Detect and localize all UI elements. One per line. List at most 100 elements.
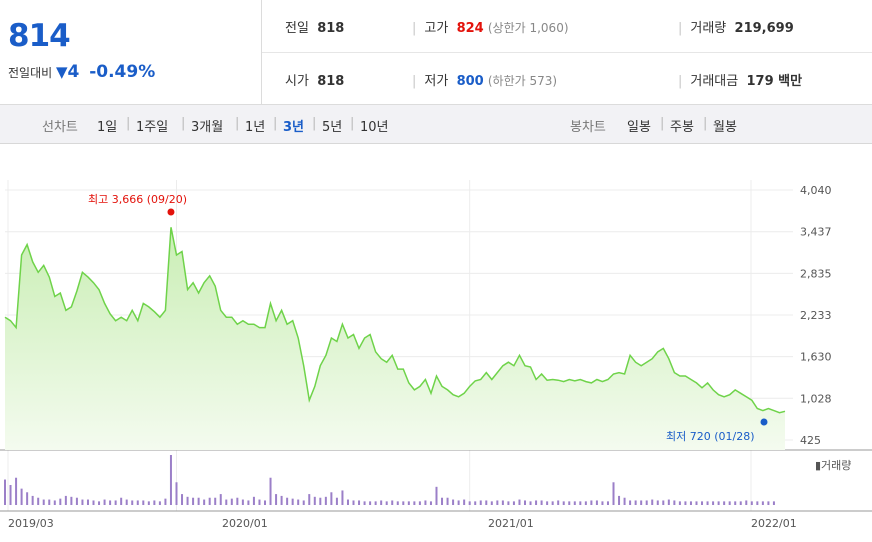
toolbar-divider: | [703, 116, 708, 131]
volume-bar [562, 501, 565, 505]
volume-bar [385, 501, 388, 505]
period-3y[interactable]: 3년 [283, 120, 305, 135]
volume-bar [98, 501, 101, 505]
volume-bar [241, 499, 244, 505]
volume-bar [441, 497, 444, 505]
volume-bar [324, 496, 327, 505]
volume-bar [501, 500, 504, 505]
volume-bar [247, 500, 250, 505]
volume-bar [352, 500, 355, 505]
volume-bar [479, 500, 482, 505]
volume-bar [258, 499, 261, 505]
volume-bar [612, 482, 615, 505]
period-1w[interactable]: 1주일 [136, 120, 169, 135]
amount-value: 179 백만 [746, 74, 803, 89]
volume-bar [335, 497, 338, 505]
change-percent: -0.49% [89, 62, 156, 82]
volume-bar [120, 497, 123, 505]
volume-bar [181, 494, 184, 505]
volume-bar [546, 501, 549, 505]
volume-bar [369, 501, 372, 505]
volume-bar [662, 500, 665, 505]
volume-bar [230, 498, 233, 505]
volume-bar [363, 501, 366, 505]
volume-bar [557, 500, 560, 505]
line-chart-label: 선차트 [42, 120, 78, 135]
volume-bar [147, 501, 150, 505]
volume-bar [490, 501, 493, 505]
chart-toolbar: 선차트 1일 | 1주일 | 3개월 | 1년 | 3년 | 5년 | 10년 … [0, 105, 872, 144]
period-1d[interactable]: 1일 [97, 120, 118, 135]
volume-bar [9, 485, 12, 505]
period-5y[interactable]: 5년 [322, 120, 343, 135]
price-chart: 4,040 3,437 2,835 2,233 1,630 1,028 425 2019/0… [0, 180, 872, 530]
volume-bar [756, 501, 759, 505]
trade-amount: | 거래대금 179 백만 [678, 74, 803, 89]
volume-bar [673, 500, 676, 505]
volume-bar [131, 500, 134, 505]
volume-bar [595, 500, 598, 505]
period-3m[interactable]: 3개월 [191, 120, 224, 135]
volume-bar [590, 500, 593, 505]
toolbar-divider: | [126, 116, 131, 131]
toolbar-divider: | [181, 116, 186, 131]
volume-bar [380, 500, 383, 505]
volume-bar [396, 501, 399, 505]
volume-value: 219,699 [734, 21, 794, 36]
volume-bar [186, 496, 189, 505]
period-10y[interactable]: 10년 [360, 120, 389, 135]
volume-bar [175, 482, 178, 505]
volume-bar [53, 500, 56, 505]
volume-bar [81, 499, 84, 505]
volume-bar [739, 501, 742, 505]
volume-bar [474, 501, 477, 505]
price-box: 814 전일대비 ▼4 -0.49% [0, 0, 262, 104]
candle-monthly[interactable]: 월봉 [713, 120, 737, 135]
volume-bar [772, 501, 775, 505]
volume-bar [64, 495, 67, 505]
volume-bar [689, 501, 692, 505]
low-price: | 저가 800 (하한가 573) [412, 74, 558, 89]
volume-bar [734, 501, 737, 505]
prev-label: 전일 [285, 21, 309, 36]
volume-bar [20, 488, 23, 505]
volume-bar [678, 501, 681, 505]
volume-bar [42, 499, 45, 505]
toolbar-divider: | [273, 116, 278, 131]
volume-bar [424, 500, 427, 505]
low-marker [760, 418, 768, 426]
volume-bar [695, 501, 698, 505]
candle-daily[interactable]: 일봉 [627, 120, 651, 135]
period-1y[interactable]: 1년 [245, 120, 266, 135]
volume-bar [197, 497, 200, 505]
volume-bar [507, 501, 510, 505]
volume-bar [208, 497, 211, 505]
volume-bar [712, 501, 715, 505]
toolbar-divider: | [235, 116, 240, 131]
volume-label: 거래량 [690, 21, 727, 36]
volume-bar [169, 455, 172, 505]
toolbar-divider: | [350, 116, 355, 131]
volume-bar [540, 500, 543, 505]
volume-bar [37, 497, 40, 505]
volume-bar [59, 498, 62, 505]
volume-bar [319, 497, 322, 505]
change-value: 4 [67, 62, 80, 82]
volume-bar [48, 499, 51, 505]
lower-limit: (하한가 573) [487, 74, 558, 88]
volume-bar [618, 495, 621, 505]
y-tick-label: 2,835 [800, 267, 832, 280]
price-line [4, 227, 786, 414]
volume-bar [15, 477, 18, 505]
volume-bar [125, 499, 128, 505]
volume-bar [291, 498, 294, 505]
volume-bar [535, 500, 538, 505]
volume-bar [645, 500, 648, 505]
open-price: 시가 818 [285, 70, 344, 89]
volume-bar [302, 500, 305, 505]
candle-weekly[interactable]: 주봉 [670, 120, 694, 135]
candle-chart-label: 봉차트 [570, 120, 606, 135]
volume-bar [252, 496, 255, 505]
row-divider [262, 52, 872, 53]
volume-bar [142, 500, 145, 505]
